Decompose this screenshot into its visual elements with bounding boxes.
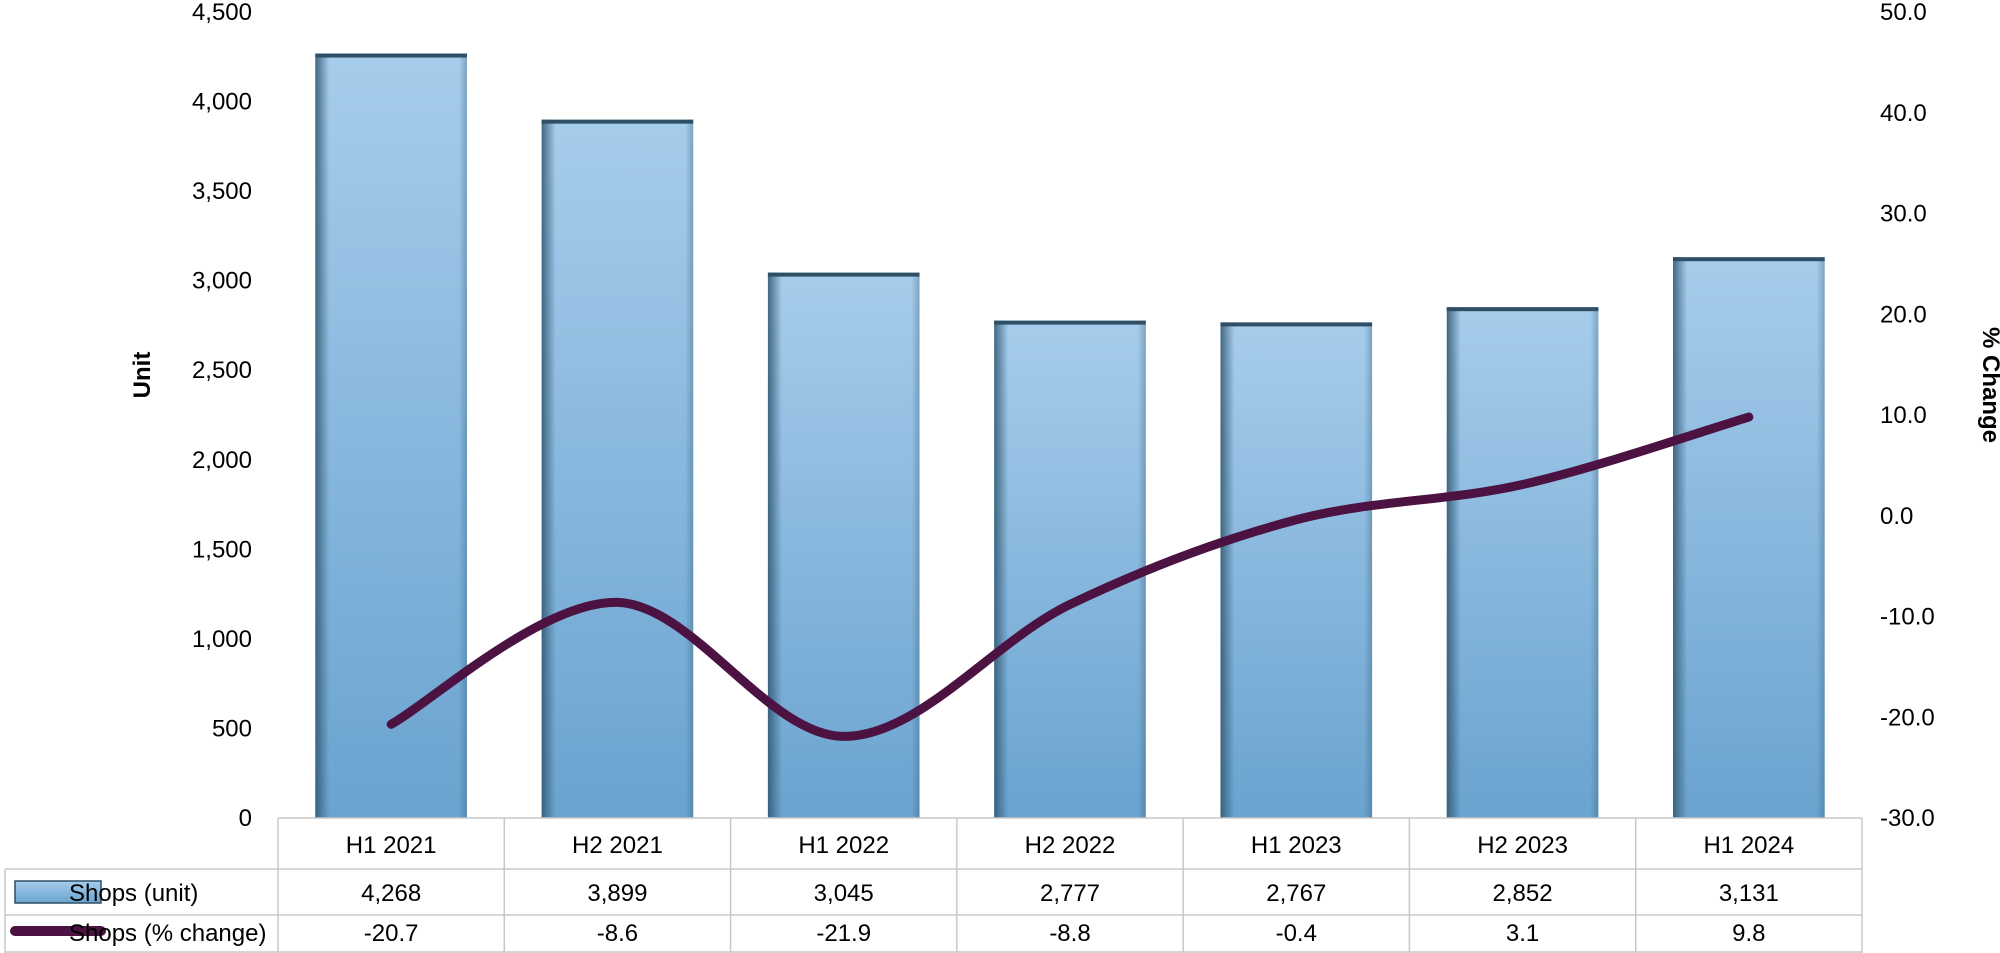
y-tick-label: 3,500 xyxy=(192,178,252,205)
bar xyxy=(315,53,467,819)
data-label: 2,777 xyxy=(1040,880,1100,907)
data-label: 2,852 xyxy=(1493,880,1553,907)
x-tick-label: H2 2021 xyxy=(572,832,663,859)
y2-tick-label: 0.0 xyxy=(1880,503,1913,530)
data-label: 2,767 xyxy=(1266,880,1326,907)
y-axis-title: Unit xyxy=(129,352,156,399)
y2-axis-title: % Change xyxy=(1977,327,2000,443)
y2-tick-label: 30.0 xyxy=(1880,201,1927,228)
y-tick-label: 3,000 xyxy=(192,268,252,295)
y2-tick-label: 10.0 xyxy=(1880,402,1927,429)
line-series-pct-change xyxy=(386,412,1754,741)
y2-tick-label: 50.0 xyxy=(1880,0,1927,26)
y2-tick-label: -10.0 xyxy=(1880,604,1935,631)
y-tick-label: 4,000 xyxy=(192,89,252,116)
bar xyxy=(994,320,1146,818)
legend-label: Shops (unit) xyxy=(69,880,198,907)
data-label: -20.7 xyxy=(364,920,419,947)
y-tick-label: 0 xyxy=(239,805,252,832)
data-label: -21.9 xyxy=(816,920,871,947)
y2-tick-label: -30.0 xyxy=(1880,805,1935,832)
data-label: 3,131 xyxy=(1719,880,1779,907)
y2-axis-ticks: -30.0 -20.0 -10.0 0.0 10.0 20.0 30.0 40.0 50.0 xyxy=(1880,0,1935,832)
y-tick-label: 1,000 xyxy=(192,626,252,653)
x-tick-label: H1 2023 xyxy=(1251,832,1342,859)
bar-series xyxy=(315,53,1825,819)
y2-tick-label: 40.0 xyxy=(1880,100,1927,127)
y-tick-label: 2,000 xyxy=(192,447,252,474)
x-tick-label: H1 2022 xyxy=(798,832,889,859)
bar xyxy=(541,119,694,819)
bar xyxy=(1673,257,1825,818)
bar xyxy=(1220,322,1373,818)
legend-entry: Shops (% change) xyxy=(10,920,266,947)
data-label: -8.8 xyxy=(1049,920,1090,947)
y-axis-ticks: 0 500 1,000 1,500 2,000 2,500 3,000 3,500 4,000 4… xyxy=(192,0,252,832)
bar xyxy=(1446,307,1599,818)
y2-tick-label: 20.0 xyxy=(1880,301,1927,328)
x-tick-label: H1 2024 xyxy=(1703,832,1794,859)
data-label: 3.1 xyxy=(1506,920,1539,947)
y-tick-label: 1,500 xyxy=(192,536,252,563)
legend-entry: Shops (unit) xyxy=(14,880,198,907)
bar xyxy=(767,272,920,818)
data-label: -8.6 xyxy=(597,920,638,947)
y-tick-label: 2,500 xyxy=(192,357,252,384)
legend-label: Shops (% change) xyxy=(69,920,266,947)
data-label: 4,268 xyxy=(361,880,421,907)
y-tick-label: 500 xyxy=(212,715,252,742)
x-tick-label: H2 2023 xyxy=(1477,832,1568,859)
data-label: 3,899 xyxy=(587,880,647,907)
x-tick-label: H2 2022 xyxy=(1025,832,1116,859)
data-table: H1 2021 H2 2021 H1 2022 H2 2022 H1 2023 H2 20… xyxy=(4,817,1863,953)
x-tick-label: H1 2021 xyxy=(346,832,437,859)
data-label: 9.8 xyxy=(1732,920,1765,947)
y-tick-label: 4,500 xyxy=(192,0,252,26)
y2-tick-label: -20.0 xyxy=(1880,704,1935,731)
data-label: 3,045 xyxy=(814,880,874,907)
data-label: -0.4 xyxy=(1276,920,1317,947)
